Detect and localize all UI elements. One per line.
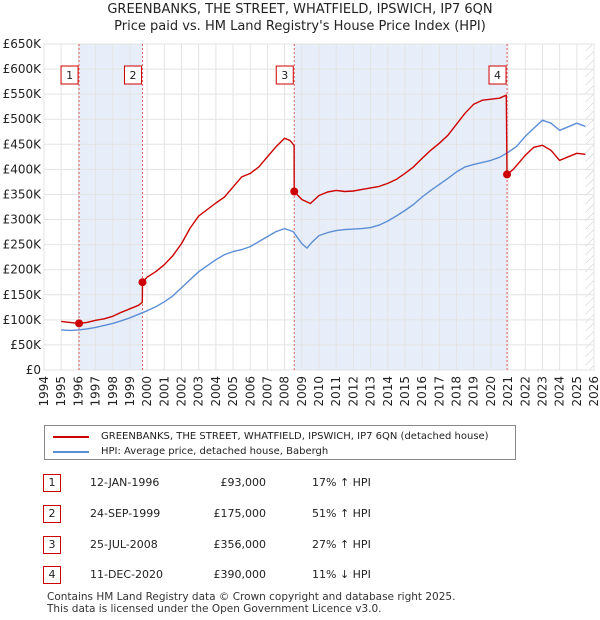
legend-label-hpi: HPI: Average price, detached house, Babe… [101, 446, 329, 457]
x-tick-label: 2026 [587, 376, 600, 407]
x-tick-label: 2000 [140, 376, 154, 407]
sale-marker-number: 2 [129, 69, 136, 82]
x-tick-label: 2009 [295, 376, 309, 407]
x-tick-label: 1999 [123, 376, 137, 407]
future-hatch-area [585, 44, 594, 370]
sale-price: £93,000 [220, 476, 267, 489]
y-tick-label: £500K [3, 112, 43, 126]
y-tick-label: £650K [3, 37, 43, 51]
sale-row: 1 12-JAN-1996 £93,000 17% ↑ HPI [0, 474, 600, 494]
legend-line-hpi [53, 451, 89, 453]
sale-point [503, 170, 512, 179]
chart-subtitle: Price paid vs. HM Land Registry's House … [114, 19, 486, 34]
x-tick-label: 2015 [398, 376, 412, 407]
x-tick-label: 2012 [346, 376, 360, 407]
sale-marker-box [123, 65, 142, 85]
sale-date: 12-JAN-1996 [90, 476, 160, 489]
sale-row: 2 24-SEP-1999 £175,000 51% ↑ HPI [0, 505, 600, 525]
x-tick-label: 2023 [535, 376, 549, 407]
y-tick-label: £450K [3, 137, 43, 151]
x-tick-label: 2021 [501, 376, 515, 407]
legend-line-property [53, 436, 89, 438]
sale-marker-number: 4 [494, 69, 501, 82]
sale-point [290, 187, 299, 196]
x-tick-label: 2019 [467, 376, 481, 407]
x-tick-label: 2006 [243, 376, 257, 407]
sale-row: 3 25-JUL-2008 £356,000 27% ↑ HPI [0, 536, 600, 556]
sale-number-badge: 3 [43, 536, 61, 554]
sale-hpi-delta: 27% ↑ HPI [312, 538, 371, 551]
sale-marker-number: 1 [66, 69, 73, 82]
x-tick-label: 2025 [570, 376, 584, 407]
sale-marker-box [60, 65, 79, 85]
sale-price: £390,000 [213, 568, 267, 581]
x-tick-label: 2020 [484, 376, 498, 407]
sale-price: £175,000 [213, 507, 267, 520]
sale-hpi-delta: 17% ↑ HPI [312, 476, 371, 489]
x-tick-label: 1994 [37, 376, 51, 407]
x-tick-label: 2007 [260, 376, 274, 407]
x-tick-label: 1995 [54, 376, 68, 407]
x-tick-label: 1996 [71, 376, 85, 407]
x-tick-label: 2008 [278, 376, 292, 407]
x-tick-label: 2016 [415, 376, 429, 407]
x-tick-label: 2003 [192, 376, 206, 407]
ownership-period-band [79, 44, 143, 370]
x-tick-label: 2014 [381, 376, 395, 407]
sale-marker-box [275, 65, 294, 85]
y-tick-label: £200K [3, 263, 43, 277]
chart-title: GREENBANKS, THE STREET, WHATFIELD, IPSWI… [107, 2, 493, 17]
sale-hpi-delta: 51% ↑ HPI [312, 507, 371, 520]
sale-number-badge: 4 [43, 566, 61, 584]
legend: GREENBANKS, THE STREET, WHATFIELD, IPSWI… [44, 425, 516, 460]
y-tick-label: £300K [3, 213, 43, 227]
y-tick-label: £350K [3, 187, 43, 201]
sale-date: 25-JUL-2008 [90, 538, 158, 551]
x-tick-label: 2001 [157, 376, 171, 407]
footer-copyright: Contains HM Land Registry data © Crown c… [47, 591, 456, 603]
y-tick-label: £100K [3, 313, 43, 327]
y-tick-label: £0 [26, 363, 41, 377]
x-tick-label: 2017 [432, 376, 446, 407]
x-tick-label: 2022 [518, 376, 532, 407]
y-tick-label: £150K [3, 288, 43, 302]
x-tick-label: 2018 [450, 376, 464, 407]
x-tick-label: 2024 [553, 376, 567, 407]
x-tick-label: 2005 [226, 376, 240, 407]
x-tick-label: 2010 [312, 376, 326, 407]
x-tick-label: 2002 [175, 376, 189, 407]
sale-marker-number: 3 [281, 69, 288, 82]
y-tick-label: £600K [3, 62, 43, 76]
x-tick-label: 2011 [329, 376, 343, 407]
sale-row: 4 11-DEC-2020 £390,000 11% ↓ HPI [0, 566, 600, 586]
sale-marker-box [488, 65, 507, 85]
x-tick-label: 2004 [209, 376, 223, 407]
sale-price: £356,000 [213, 538, 267, 551]
legend-label-property: GREENBANKS, THE STREET, WHATFIELD, IPSWI… [101, 431, 489, 442]
y-tick-label: £550K [3, 87, 43, 101]
y-tick-label: £50K [10, 338, 42, 352]
sale-date: 11-DEC-2020 [90, 568, 164, 581]
y-tick-label: £400K [3, 162, 43, 176]
sale-date: 24-SEP-1999 [90, 507, 161, 520]
sale-number-badge: 2 [43, 505, 61, 523]
y-tick-label: £250K [3, 238, 43, 252]
ownership-period-band [294, 44, 508, 370]
x-tick-label: 1998 [106, 376, 120, 407]
price-chart: £0 £50K £100K £150K £200K £250K £300K £350K £400… [3, 37, 600, 407]
x-tick-label: 1997 [89, 376, 103, 407]
sale-hpi-delta: 11% ↓ HPI [312, 568, 371, 581]
sale-number-badge: 1 [43, 474, 61, 492]
sale-point [138, 278, 147, 287]
x-tick-label: 2013 [364, 376, 378, 407]
sale-point [75, 319, 84, 328]
hpi-line [61, 119, 586, 332]
footer-license: This data is licensed under the Open Gov… [47, 603, 382, 615]
